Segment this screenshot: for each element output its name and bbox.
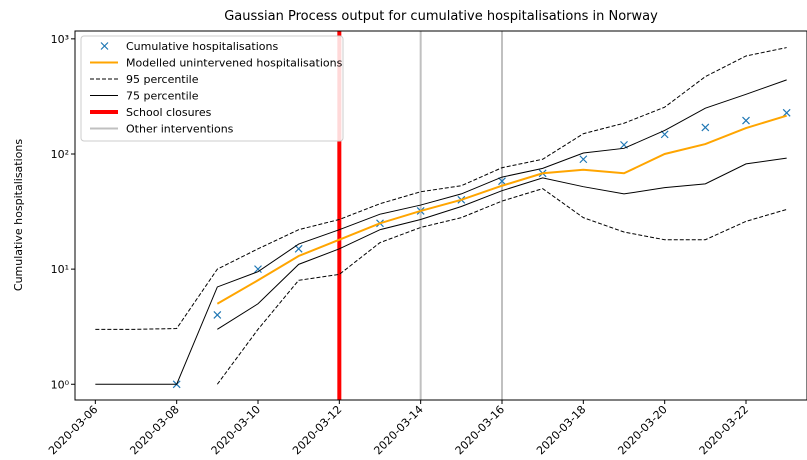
- legend-label: Cumulative hospitalisations: [126, 40, 278, 53]
- x-tick-label: 2020-03-06: [46, 403, 100, 457]
- x-tick-label: 2020-03-18: [534, 403, 588, 457]
- data-point: [294, 244, 303, 253]
- x-tick-label: 2020-03-16: [453, 403, 507, 457]
- series-line: [216, 114, 787, 305]
- data-point: [742, 116, 750, 125]
- data-point: [254, 265, 262, 274]
- x-tick-label: 2020-03-08: [127, 403, 181, 457]
- series-line: [216, 188, 787, 385]
- x-tick-label: 2020-03-10: [209, 403, 263, 457]
- data-point: [782, 108, 791, 117]
- legend-marker: [100, 42, 109, 50]
- legend-label: 95 percentile: [126, 73, 199, 86]
- series-line: [95, 79, 787, 385]
- series-line: [217, 157, 787, 330]
- plot-frame: [74, 30, 807, 401]
- legend-label: Modelled unintervened hospitalisations: [126, 57, 343, 70]
- plot: [95, 31, 791, 400]
- x-tick-label: 2020-03-22: [697, 403, 751, 457]
- y-tick-label: 10³: [51, 33, 69, 46]
- x-tick-label: 2020-03-14: [371, 403, 425, 457]
- y-tick-label: 10²: [51, 148, 69, 161]
- data-point: [579, 155, 588, 164]
- series-line: [95, 47, 787, 330]
- y-axis-label: Cumulative hospitalisations: [12, 139, 25, 291]
- chart-title: Gaussian Process output for cumulative h…: [224, 9, 658, 24]
- data-point: [213, 311, 222, 319]
- y-tick-label: 10¹: [51, 263, 69, 276]
- data-point: [701, 123, 710, 132]
- legend-label: 75 percentile: [126, 90, 199, 103]
- x-tick-label: 2020-03-20: [615, 403, 669, 457]
- data-point: [498, 177, 506, 186]
- legend-box: [80, 35, 344, 142]
- y-tick-label: 10⁰: [51, 378, 70, 391]
- legend-label: School closures: [126, 106, 212, 119]
- x-tick-label: 2020-03-12: [290, 403, 344, 457]
- legend-label: Other interventions: [126, 123, 234, 136]
